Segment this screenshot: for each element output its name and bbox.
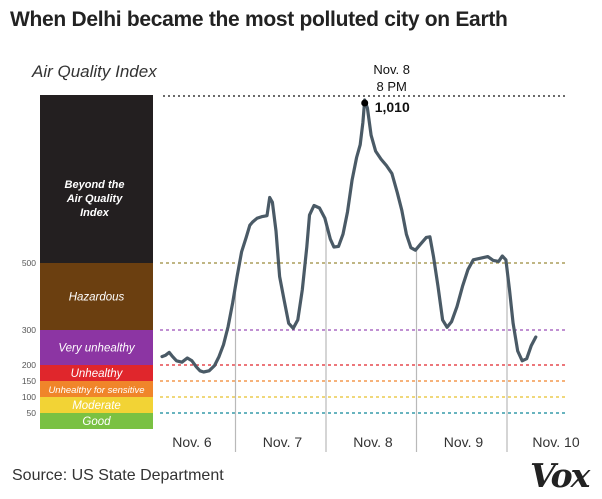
band-label: Good <box>82 416 111 428</box>
band-label: Unhealthy for sensitive <box>48 385 144 396</box>
y-tick-50: 50 <box>27 408 37 418</box>
band-label-beyond-line: Index <box>80 207 110 219</box>
aqi-category-bands: Good Moderate Unhealthy for sensitive Unhea… <box>40 95 153 429</box>
y-tick-100: 100 <box>22 392 36 402</box>
peak-point <box>361 99 369 107</box>
day-separator-lines <box>234 221 508 452</box>
peak-value-label: 1,010 <box>375 99 410 115</box>
band-label: Hazardous <box>69 292 125 304</box>
band-good <box>40 413 153 429</box>
peak-time-label: 8 PM <box>377 79 407 94</box>
x-tick-1: Nov. 7 <box>263 434 303 450</box>
vox-logo: Vox <box>530 456 590 495</box>
source-note: Source: US State Department <box>12 467 224 484</box>
band-label: Very unhealthy <box>58 343 136 355</box>
x-tick-labels: Nov. 6 Nov. 7 Nov. 8 Nov. 9 Nov. 10 <box>172 434 580 450</box>
chart-title: When Delhi became the most polluted city… <box>10 8 508 31</box>
x-tick-0: Nov. 6 <box>172 434 212 450</box>
band-label-beyond-line: Air Quality <box>66 193 124 205</box>
y-tick-150: 150 <box>22 376 36 386</box>
x-tick-4: Nov. 10 <box>532 434 579 450</box>
y-tick-300: 300 <box>22 325 36 335</box>
y-tick-200: 200 <box>22 360 36 370</box>
y-tick-labels: 50 100 150 200 300 500 <box>22 258 36 418</box>
x-tick-3: Nov. 9 <box>444 434 484 450</box>
y-axis-label: Air Quality Index <box>32 62 157 81</box>
band-label: Moderate <box>72 400 121 412</box>
peak-date-label: Nov. 8 <box>373 62 410 77</box>
x-tick-2: Nov. 8 <box>353 434 393 450</box>
band-moderate <box>40 397 153 413</box>
y-tick-500: 500 <box>22 258 36 268</box>
band-unhealthy <box>40 365 153 381</box>
band-very-unhealthy <box>40 330 153 365</box>
aqi-series-line <box>160 98 538 374</box>
band-unhealthy-for-sensitive <box>40 381 153 397</box>
band-label-beyond-line: Beyond the <box>65 179 125 191</box>
band-beyond-the-air-quality-index <box>40 95 153 263</box>
band-label: Unhealthy <box>71 368 124 380</box>
band-hazardous <box>40 263 153 330</box>
